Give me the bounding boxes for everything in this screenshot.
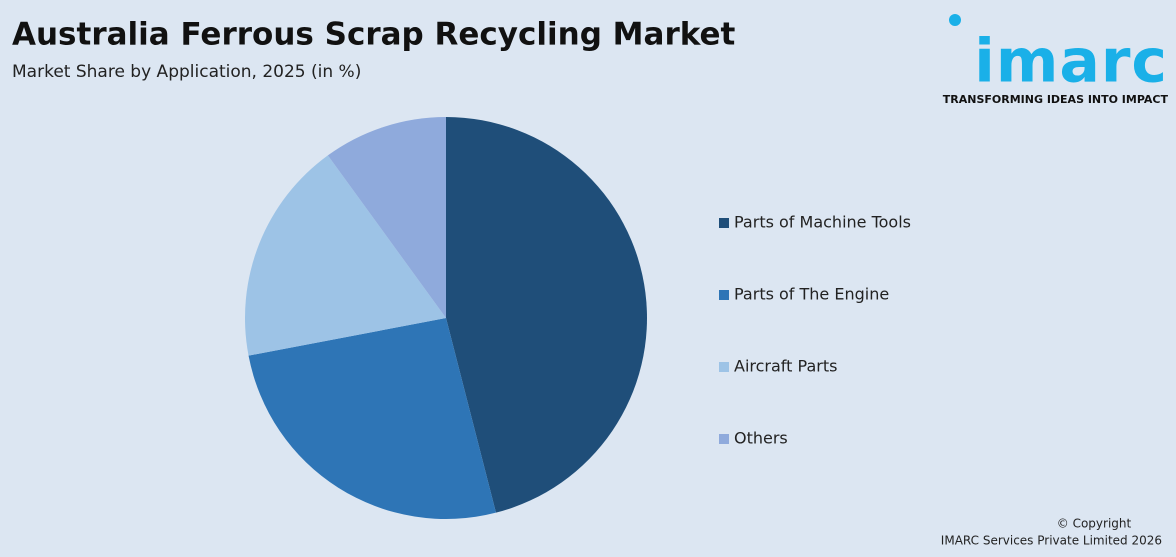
copyright: © Copyright [1057,517,1132,531]
legend-label: Others [734,429,788,448]
legend-swatch [719,290,729,300]
legend-swatch [719,362,729,372]
logo-dot [949,14,961,26]
tagline: TRANSFORMING IDEAS INTO IMPACT [943,93,1169,106]
legend-label: Parts of Machine Tools [734,213,911,232]
copyright-owner: IMARC Services Private Limited 2026 [941,534,1162,548]
logo: imarc [974,27,1168,97]
legend-label: Aircraft Parts [734,357,837,376]
pie-slice [244,155,446,356]
chart-subtitle: Market Share by Application, 2025 (in %) [12,62,361,82]
pie-slice [327,117,446,318]
legend-swatch [719,218,729,228]
pie-slice [248,318,496,519]
legend-label: Parts of The Engine [734,285,889,304]
chart-title: Australia Ferrous Scrap Recycling Market [12,17,736,53]
pie-slice [446,117,647,513]
legend-swatch [719,434,729,444]
